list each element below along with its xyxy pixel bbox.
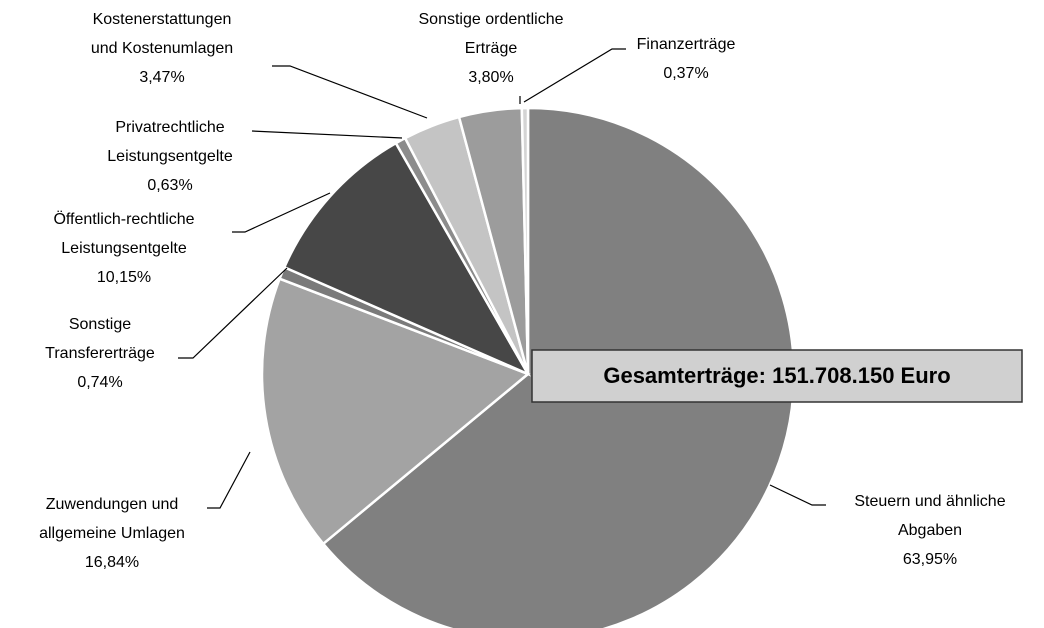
annotation-box: [531, 349, 1023, 403]
leader-line: [769, 484, 826, 506]
slice-label: und Kostenumlagen: [91, 40, 233, 57]
slice-label: allgemeine Umlagen: [39, 525, 185, 542]
leader-line: [272, 65, 428, 119]
pie-slice: [260, 277, 531, 546]
slice-label: Leistungsentgelte: [107, 148, 233, 165]
value-label: 10,15%: [97, 269, 151, 286]
slice-label: Zuwendungen und: [46, 496, 179, 513]
slice-label: Steuern und ähnliche: [854, 493, 1005, 510]
slice-label: Erträge: [465, 40, 518, 57]
value-label: 0,74%: [77, 374, 122, 391]
value-label: 0,63%: [147, 177, 192, 194]
value-label: 0,37%: [663, 65, 708, 82]
leader-line: [178, 267, 288, 359]
pie-slice: [282, 141, 531, 377]
value-label: 3,80%: [468, 69, 513, 86]
leader-line: [232, 192, 331, 233]
slice-label: Abgaben: [898, 522, 962, 539]
leader-line: [251, 130, 403, 139]
slice-label: Privatrechtliche: [115, 119, 224, 136]
slice-label: Finanzerträge: [637, 36, 736, 53]
leader-line: [523, 48, 626, 103]
slice-label: Sonstige: [69, 316, 131, 333]
value-label: 16,84%: [85, 554, 139, 571]
slice-label: Leistungsentgelte: [61, 240, 187, 257]
value-label: 63,95%: [903, 551, 957, 568]
annotation: Gesamterträge: 151.708.150 Euro: [603, 363, 950, 388]
leader-line: [207, 451, 251, 509]
pie-slice: [520, 106, 530, 375]
slice-label: Öffentlich-rechtliche: [53, 210, 194, 228]
value-label: 3,47%: [139, 69, 184, 86]
slice-label: Sonstige ordentliche: [419, 11, 564, 28]
slice-label: Kostenerstattungen: [93, 11, 232, 28]
slice-label: Transfererträge: [45, 345, 155, 362]
